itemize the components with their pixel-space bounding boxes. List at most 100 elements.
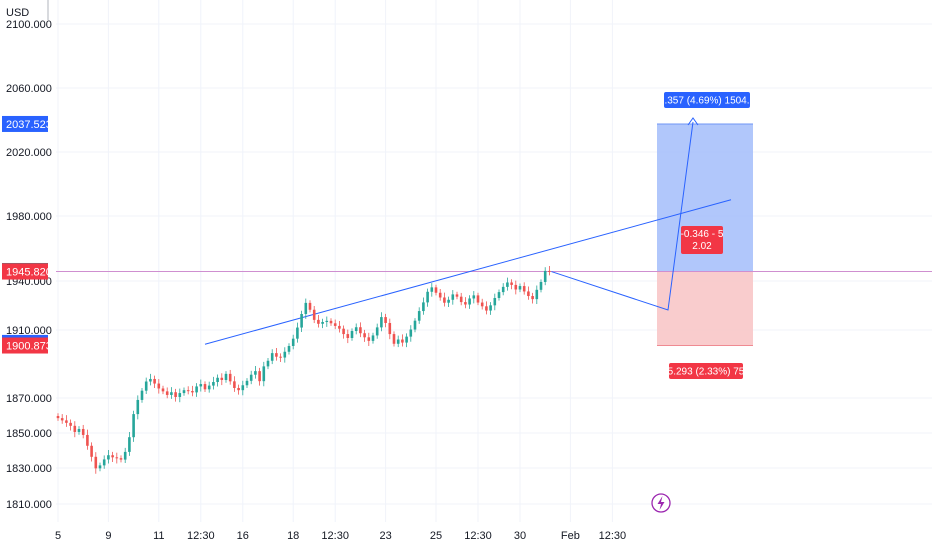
- candle-body: [426, 291, 429, 303]
- candle-body: [249, 374, 253, 381]
- candle-body: [363, 333, 366, 338]
- candle-body: [527, 291, 530, 297]
- candle-body: [371, 335, 375, 341]
- candle-body: [300, 313, 303, 328]
- candle-body: [186, 390, 190, 392]
- candle-body: [144, 381, 148, 391]
- x-axis-tick-label: 16: [237, 530, 249, 542]
- candle-body: [396, 339, 400, 344]
- candle-body: [468, 298, 471, 305]
- candle-body: [422, 302, 425, 312]
- candle-body: [279, 356, 282, 358]
- candle-body: [535, 289, 539, 300]
- candle-body: [304, 302, 308, 314]
- position-zones[interactable]: [56, 123, 932, 347]
- x-axis-tick-label: 12:30: [464, 530, 492, 542]
- candle-body: [548, 270, 551, 272]
- y-axis-tick-label: 2060.000: [6, 83, 52, 95]
- candle-body: [111, 455, 114, 458]
- stop-info-label: 45.293 (2.33%) 750: [662, 367, 750, 378]
- y-axis-tick-label: 1910.000: [6, 325, 52, 337]
- lightning-icon[interactable]: [651, 493, 671, 513]
- price-tag-label: 2037.523: [6, 119, 52, 131]
- target-info-box: [664, 92, 750, 108]
- trendline-group[interactable]: [204, 117, 732, 345]
- candle-body: [182, 390, 186, 394]
- candle-body: [233, 381, 236, 388]
- candle-body: [438, 292, 442, 298]
- candle-body: [56, 416, 60, 419]
- candlestick-series: [56, 266, 551, 474]
- x-axis-tick-label: 9: [105, 530, 111, 542]
- candle-body: [69, 422, 72, 426]
- projection-path[interactable]: [551, 121, 694, 311]
- candle-body: [384, 317, 387, 323]
- price-tag: [2, 263, 48, 280]
- candle-body: [195, 386, 198, 393]
- candle-body: [165, 391, 169, 395]
- candle-body: [350, 331, 354, 338]
- x-axis-tick-label: 18: [287, 530, 299, 542]
- y-axis-tick-label: 2020.000: [6, 147, 52, 159]
- y-axis-tick-label: 1810.000: [6, 499, 52, 511]
- price-tag: [2, 337, 48, 354]
- candle-body: [329, 320, 333, 324]
- candle-body: [149, 378, 152, 382]
- candle-body: [115, 457, 119, 459]
- candle-body: [455, 294, 459, 297]
- candle-body: [354, 327, 358, 332]
- candle-body: [514, 284, 518, 290]
- candle-body: [543, 270, 547, 282]
- candle-body: [207, 385, 211, 390]
- candle-body: [178, 393, 182, 397]
- candle-body: [480, 302, 484, 307]
- candle-body: [342, 328, 345, 335]
- candle-body: [203, 384, 207, 390]
- candle-body: [212, 382, 215, 386]
- candle-body: [191, 391, 194, 393]
- price-tag: [2, 115, 48, 132]
- candle-body: [346, 334, 350, 338]
- candle-body: [476, 295, 480, 303]
- candle-body: [380, 317, 383, 328]
- stop-zone[interactable]: [657, 271, 753, 346]
- candle-body: [157, 383, 161, 389]
- candle-body: [123, 451, 127, 460]
- candle-body: [485, 306, 488, 311]
- candle-body: [224, 373, 228, 380]
- candle-body: [132, 414, 135, 438]
- candle-body: [325, 320, 329, 322]
- candle-body: [241, 385, 245, 391]
- candle-body: [73, 425, 77, 432]
- x-axis-tick-label: 12:30: [321, 530, 349, 542]
- candle-body: [296, 327, 299, 339]
- price-tags: 2037.5231946.1661945.8201902.4081900.873: [2, 115, 52, 354]
- candle-body: [270, 353, 274, 361]
- center-info-line1: -0.346 - 5: [681, 229, 724, 240]
- candle-body: [254, 371, 257, 375]
- x-axis-tick-label: Feb: [561, 530, 580, 542]
- x-axis[interactable]: 5 9 11 12:30 16 18 12:30 23 25 12:30 30 Feb 12:30: [55, 530, 626, 542]
- y-axis-tick-label: 1830.000: [6, 463, 52, 475]
- candle-body: [443, 297, 446, 303]
- candle-body: [506, 282, 509, 287]
- grid-lines: [56, 0, 932, 522]
- candle-body: [153, 378, 156, 384]
- candle-body: [237, 387, 240, 391]
- candle-body: [140, 390, 144, 400]
- candle-body: [258, 371, 261, 382]
- candle-body: [497, 292, 501, 298]
- target-info-label: 91.357 (4.69%) 1504.26: [653, 96, 761, 107]
- candle-body: [417, 311, 421, 321]
- price-tag-label: 1900.873: [6, 341, 52, 353]
- x-axis-tick-label: 11: [153, 530, 164, 542]
- trendline[interactable]: [204, 199, 732, 345]
- candle-body: [317, 319, 320, 324]
- candle-body: [77, 428, 81, 432]
- candle-body: [287, 345, 291, 352]
- x-axis-tick-label: 30: [514, 530, 526, 542]
- candle-body: [375, 327, 379, 336]
- candle-body: [531, 296, 534, 300]
